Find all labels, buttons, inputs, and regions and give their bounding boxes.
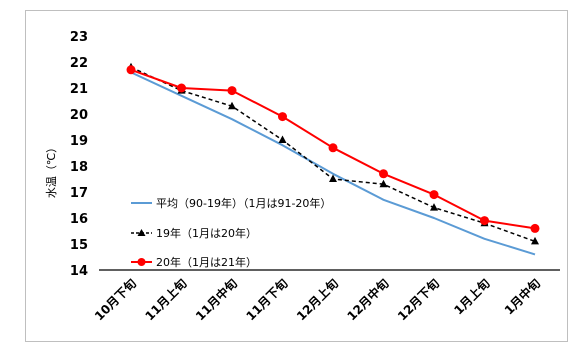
data-point-series-1 [430,203,438,211]
legend-item-2020: 20年（1月は21年） [131,255,257,269]
x-tick-label: 12月中旬 [344,276,392,324]
legend-item-2019: 19年（1月は20年） [131,226,257,240]
y-tick-label: 21 [70,82,88,97]
data-point-series-1 [531,236,539,245]
x-tick-label: 1月中旬 [501,276,543,318]
y-tick-label: 16 [70,212,88,227]
data-point-series-2 [177,83,186,93]
x-tick-label: 11月中旬 [192,276,240,324]
legend-label-2019: 19年（1月は20年） [156,226,257,240]
legend-item-average: 平均（90-19年）（1月は91-20年） [131,196,331,210]
series-layer [126,62,540,256]
series-line-0 [130,71,536,256]
legend-marker-2020 [137,258,146,266]
y-tick-label: 18 [70,160,88,175]
data-point-series-2 [480,216,489,226]
y-axis-ticks: 14 15 16 17 18 19 20 21 22 23 [70,30,88,279]
data-point-series-2 [278,112,287,122]
y-tick-label: 17 [70,186,88,201]
legend-label-average: 平均（90-19年）（1月は91-20年） [156,196,331,210]
data-point-series-2 [126,65,136,75]
legend-label-2020: 20年（1月は21年） [156,255,257,269]
data-point-series-1 [329,174,337,182]
data-point-series-2 [429,190,439,200]
x-tick-label: 1月上旬 [451,276,493,318]
data-point-series-2 [530,223,540,233]
x-tick-label: 11月下旬 [243,276,291,324]
y-tick-label: 15 [70,238,88,253]
chart-frame [25,10,568,342]
data-point-series-1 [379,179,388,188]
data-point-series-1 [278,135,287,143]
y-tick-label: 19 [70,134,88,149]
x-tick-label: 12月下旬 [394,276,442,324]
data-point-series-2 [328,143,338,153]
x-tick-label: 11月上旬 [142,276,190,324]
y-tick-label: 14 [70,264,88,279]
y-tick-label: 23 [70,30,88,45]
data-point-series-1 [228,101,236,110]
data-point-series-2 [379,169,388,179]
y-tick-label: 22 [70,56,88,71]
y-tick-label: 20 [70,108,88,123]
x-tick-label: 10月下旬 [91,276,139,324]
x-axis-ticks: 10月下旬 11月上旬 11月中旬 11月下旬 12月上旬 12月中旬 12月下旬 1月上旬 1… [91,276,543,324]
x-tick-label: 12月上旬 [293,276,341,324]
data-point-series-2 [227,86,237,96]
legend-marker-2019 [137,229,146,236]
y-axis-title: 水温（℃） [45,142,58,198]
legend: 平均（90-19年）（1月は91-20年） 19年（1月は20年） 20年（1月… [131,196,331,269]
